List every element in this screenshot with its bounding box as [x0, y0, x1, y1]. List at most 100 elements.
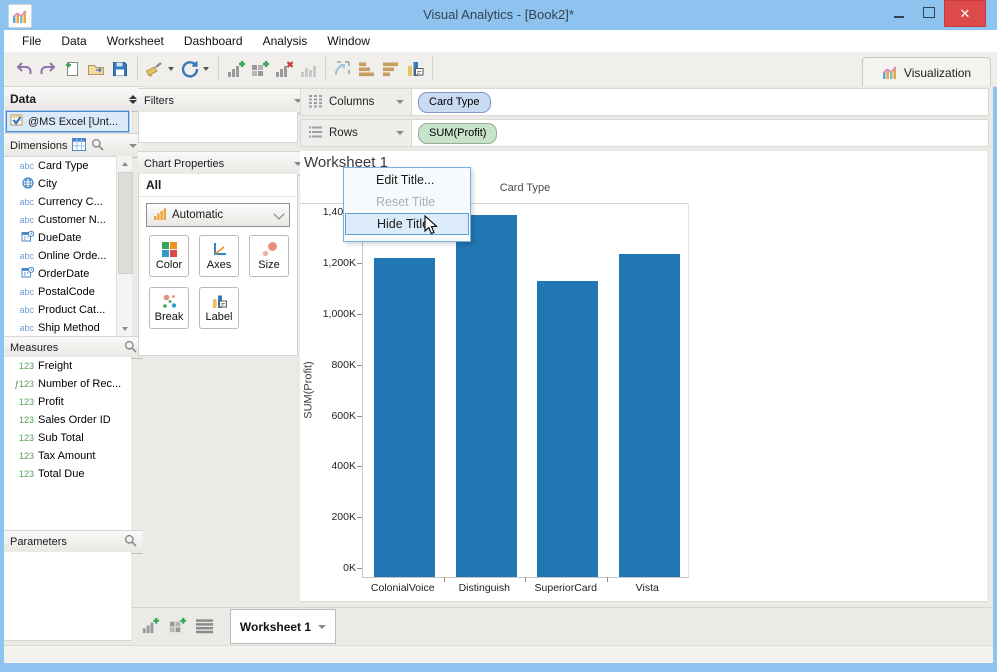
- bar-colonialvoice[interactable]: [374, 258, 435, 577]
- new-worksheet-icon[interactable]: [224, 56, 248, 82]
- field-profit[interactable]: 123 Profit: [18, 396, 64, 408]
- scroll-down-icon[interactable]: [117, 321, 132, 336]
- scroll-up-icon[interactable]: [117, 156, 132, 171]
- bar-superiorcard[interactable]: [537, 281, 598, 577]
- y-tick-mark: [357, 466, 362, 468]
- refresh-icon[interactable]: [178, 56, 202, 82]
- visualization-icon: [882, 64, 898, 83]
- menu-worksheet[interactable]: Worksheet: [106, 34, 164, 48]
- field-number-of-rec[interactable]: ƒ123 Number of Rec...: [13, 378, 122, 390]
- label-button[interactable]: Label: [199, 287, 239, 329]
- field-card-type[interactable]: abc Card Type: [19, 160, 89, 172]
- close-button[interactable]: ✕: [944, 0, 986, 27]
- rows-shelf[interactable]: Rows SUM(Profit): [300, 119, 989, 147]
- new-dashboard-icon[interactable]: [248, 56, 272, 82]
- axes-button[interactable]: Axes: [199, 235, 239, 277]
- pill-sum-profit[interactable]: SUM(Profit): [418, 122, 498, 144]
- columns-shelf[interactable]: Columns Card Type: [300, 88, 989, 116]
- columns-shelf-control[interactable]: Columns: [301, 89, 412, 115]
- field-city[interactable]: City: [4, 175, 131, 193]
- title-bar: Visual Analytics - [Book2]* ✕: [0, 0, 997, 30]
- pill-card-type[interactable]: Card Type: [418, 91, 491, 113]
- data-source-row[interactable]: @MS Excel [Unt...: [4, 110, 131, 133]
- columns-shelf-menu-icon[interactable]: [396, 100, 404, 104]
- field-customer-n[interactable]: abc Customer N...: [19, 214, 106, 226]
- parameters-list: [4, 552, 131, 641]
- data-source-name: @MS Excel [Unt...: [28, 115, 119, 128]
- sort-descending-icon[interactable]: [379, 56, 403, 82]
- menu-data[interactable]: Data: [61, 34, 87, 48]
- worksheet-tab-menu-icon[interactable]: [318, 624, 327, 629]
- y-tick-mark: [357, 568, 362, 569]
- bar-distinguish[interactable]: [456, 215, 517, 577]
- date-field-icon: [21, 266, 35, 282]
- properties-panel: Filters Chart Properties All Automatic: [138, 86, 308, 486]
- redo-icon[interactable]: [36, 56, 60, 82]
- context-menu-item-edit-title[interactable]: Edit Title...: [376, 173, 435, 187]
- field-duedate[interactable]: DueDate: [4, 229, 131, 247]
- new-worksheet-tab-icon[interactable]: [141, 616, 160, 638]
- field-online-orde[interactable]: abc Online Orde...: [19, 250, 107, 262]
- x-tick-mark: [525, 577, 526, 582]
- undo-icon[interactable]: [12, 56, 36, 82]
- filters-shelf[interactable]: [138, 112, 298, 143]
- rows-shelf-control[interactable]: Rows: [301, 120, 412, 146]
- measures-search-icon[interactable]: [124, 340, 137, 356]
- field-postalcode[interactable]: abc PostalCode: [19, 286, 95, 298]
- worksheet-tab[interactable]: Worksheet 1: [230, 609, 336, 644]
- field-ship-method[interactable]: abc Ship Method: [19, 322, 100, 334]
- maximize-button[interactable]: [914, 0, 944, 25]
- bar-vista[interactable]: [619, 254, 680, 577]
- worksheet-title[interactable]: Worksheet 1: [304, 154, 388, 171]
- field-orderdate[interactable]: OrderDate: [4, 265, 131, 283]
- highlight-label-icon[interactable]: [403, 56, 427, 82]
- calculated-field-icon: ƒ123: [13, 379, 34, 389]
- scrollbar-thumb[interactable]: [118, 172, 133, 274]
- field-total-due[interactable]: 123 Total Due: [18, 468, 85, 480]
- clear-worksheet-icon[interactable]: [296, 56, 320, 82]
- dimensions-search-icon[interactable]: [91, 138, 105, 154]
- menu-dashboard[interactable]: Dashboard: [183, 34, 243, 48]
- rows-shelf-menu-icon[interactable]: [396, 131, 404, 135]
- minimize-button[interactable]: [884, 0, 914, 25]
- data-panel-sort-icon[interactable]: [129, 94, 137, 104]
- connect-dropdown-icon[interactable]: [168, 67, 174, 71]
- menu-analysis[interactable]: Analysis: [262, 34, 308, 48]
- menu-file[interactable]: File: [22, 34, 42, 48]
- filters-header[interactable]: Filters: [138, 88, 308, 114]
- parameters-search-icon[interactable]: [124, 534, 137, 550]
- new-workbook-icon[interactable]: [60, 56, 84, 82]
- field-currency-c[interactable]: abc Currency C...: [19, 196, 103, 208]
- delete-worksheet-icon[interactable]: [272, 56, 296, 82]
- chart-properties-body: All Automatic Color Axes: [138, 174, 298, 356]
- chart-properties-collapse-icon[interactable]: [294, 161, 302, 166]
- size-button[interactable]: Size: [249, 235, 289, 277]
- field-sub-total[interactable]: 123 Sub Total: [18, 432, 84, 444]
- menu-window[interactable]: Window: [327, 34, 370, 48]
- chart-properties-header[interactable]: Chart Properties: [138, 151, 308, 176]
- context-menu-item-hide-title[interactable]: Hide Title: [345, 213, 469, 235]
- new-dashboard-tab-icon[interactable]: [168, 616, 187, 638]
- refresh-dropdown-icon[interactable]: [203, 67, 209, 71]
- filters-collapse-icon[interactable]: [294, 99, 302, 103]
- x-category-label: Distinguish: [458, 582, 510, 594]
- tab-visualization[interactable]: Visualization: [862, 57, 991, 88]
- break-button[interactable]: Break: [149, 287, 189, 329]
- field-sales-order-id[interactable]: 123 Sales Order ID: [18, 414, 111, 426]
- parameters-title: Parameters: [10, 536, 67, 548]
- open-icon[interactable]: [84, 56, 108, 82]
- field-freight[interactable]: 123 Freight: [18, 360, 73, 372]
- swap-rows-columns-icon[interactable]: [331, 56, 355, 82]
- color-button[interactable]: Color: [149, 235, 189, 277]
- save-icon[interactable]: [108, 56, 132, 82]
- view-data-table-icon[interactable]: [72, 137, 87, 154]
- dimensions-scrollbar[interactable]: [116, 156, 133, 336]
- field-tax-amount[interactable]: 123 Tax Amount: [18, 450, 96, 462]
- sort-ascending-icon[interactable]: [355, 56, 379, 82]
- dimensions-menu-icon[interactable]: [129, 143, 137, 148]
- field-product-cat[interactable]: abc Product Cat...: [19, 304, 106, 316]
- sheet-list-icon[interactable]: [195, 618, 214, 637]
- measures-list: 123 Freight ƒ123 Number of Rec... 123 Profit 1…: [4, 357, 131, 530]
- connect-to-data-icon[interactable]: [143, 56, 167, 82]
- mark-type-dropdown[interactable]: Automatic: [146, 203, 290, 227]
